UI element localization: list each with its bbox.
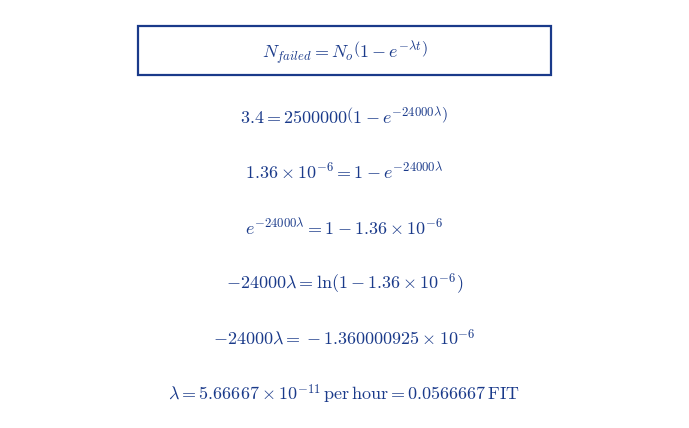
Text: $N_{failed} = N_o\left(1 - e^{-\lambda t}\right)$: $N_{failed} = N_o\left(1 - e^{-\lambda t… [262,40,427,67]
Text: $-24000\lambda = \ln(1 - 1.36 \times 10^{-6})$: $-24000\lambda = \ln(1 - 1.36 \times 10^… [226,272,463,297]
Text: $3.4 = 2500000\left(1 - e^{-24000\lambda}\right)$: $3.4 = 2500000\left(1 - e^{-24000\lambda… [240,107,449,128]
Text: $e^{-24000\lambda} = 1 - 1.36 \times 10^{-6}$: $e^{-24000\lambda} = 1 - 1.36 \times 10^… [245,218,444,240]
Text: $\lambda = 5.66667 \times 10^{-11}\,\mathrm{per\,hour} = 0.0566667\,\mathrm{FIT}: $\lambda = 5.66667 \times 10^{-11}\,\mat… [168,382,521,405]
Text: $1.36 \times 10^{-6} = 1 - e^{-24000\lambda}$: $1.36 \times 10^{-6} = 1 - e^{-24000\lam… [245,163,444,184]
Text: $-24000\lambda = -1.360000925 \times 10^{-6}$: $-24000\lambda = -1.360000925 \times 10^… [214,328,475,348]
